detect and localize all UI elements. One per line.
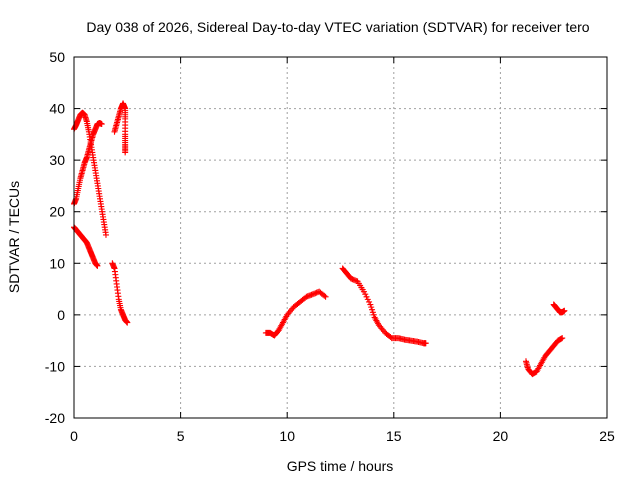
data-point	[102, 231, 109, 238]
data-point	[559, 335, 566, 342]
data-point	[387, 334, 394, 341]
data-point	[322, 293, 329, 300]
series-arc-4	[109, 260, 131, 326]
y-tick-label: -20	[45, 410, 65, 426]
data-point	[321, 292, 328, 299]
y-tick-label: 50	[49, 49, 65, 65]
series-arc-2	[71, 120, 105, 207]
plot-frame	[73, 56, 608, 419]
data-point	[122, 149, 129, 156]
y-tick-label: 20	[49, 204, 65, 220]
x-tick-label: 20	[493, 428, 509, 444]
y-tick-label: 40	[49, 101, 65, 117]
chart-title: Day 038 of 2026, Sidereal Day-to-day VTE…	[86, 19, 589, 35]
series-arc-9	[550, 301, 568, 316]
data-point	[124, 319, 131, 326]
x-tick-label: 25	[599, 428, 615, 444]
y-tick-label: 30	[49, 152, 65, 168]
data-points	[71, 100, 568, 378]
data-point	[363, 293, 370, 300]
data-point	[360, 288, 367, 295]
data-point	[362, 291, 369, 298]
series-arc-3	[71, 224, 101, 269]
x-tick-label: 10	[279, 428, 295, 444]
series-arc-6	[262, 288, 329, 339]
series-arc-7	[339, 265, 429, 347]
data-point	[364, 296, 371, 303]
x-tick-labels: 0 5 10 15 20 25	[70, 428, 615, 444]
data-point	[422, 340, 429, 347]
y-axis-label: SDTVAR / TECUs	[6, 181, 22, 293]
x-axis-label: GPS time / hours	[287, 458, 394, 474]
series-arc-8	[522, 335, 566, 378]
data-point	[94, 262, 101, 269]
x-tick-label: 15	[386, 428, 402, 444]
grid-lines	[74, 57, 607, 418]
y-tick-label: -10	[45, 358, 65, 374]
y-tick-label: 0	[57, 307, 65, 323]
y-tick-label: 10	[49, 255, 65, 271]
x-tick-label: 0	[70, 428, 78, 444]
data-point	[561, 307, 568, 314]
data-point	[98, 121, 105, 128]
data-point	[368, 304, 375, 311]
data-point	[370, 311, 377, 318]
y-tick-labels: -20 -10 0 10 20 30 40 50	[45, 49, 65, 426]
x-tick-label: 5	[177, 428, 185, 444]
data-point	[369, 306, 376, 313]
series-arc-5	[111, 100, 129, 156]
data-point	[366, 298, 373, 305]
data-point	[369, 309, 376, 316]
data-point	[367, 301, 374, 308]
